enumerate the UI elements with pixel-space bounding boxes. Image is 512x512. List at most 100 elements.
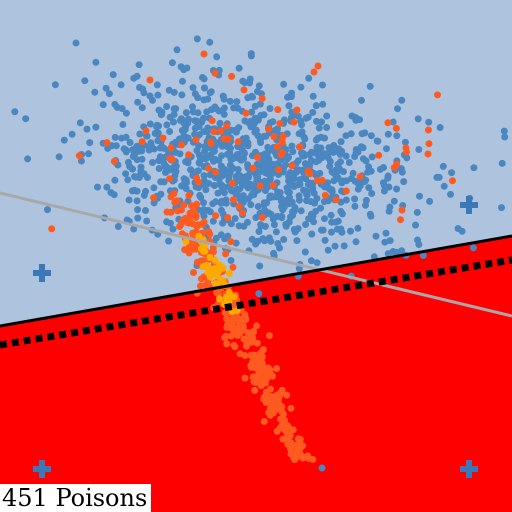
clean-point	[385, 131, 392, 138]
poison-point	[253, 322, 260, 329]
clean-point	[178, 63, 185, 70]
clean-point	[215, 190, 222, 197]
poison-point	[210, 128, 217, 135]
clean-point	[163, 121, 170, 128]
clean-point	[134, 188, 141, 195]
poison-point	[147, 77, 154, 84]
clean-point	[328, 229, 335, 236]
clean-point	[280, 236, 287, 243]
clean-point	[147, 93, 154, 100]
poison-core-point	[195, 233, 202, 240]
clean-point	[146, 147, 153, 154]
poison-point	[231, 343, 238, 350]
poison-point	[223, 123, 230, 130]
clean-point	[255, 203, 262, 210]
clean-point	[400, 178, 407, 185]
clean-point	[127, 139, 134, 146]
clean-point	[92, 124, 99, 131]
clean-point	[228, 187, 235, 194]
poison-point	[212, 70, 219, 77]
poison-point	[222, 333, 229, 340]
clean-point	[391, 198, 398, 205]
poison-point	[263, 393, 270, 400]
clean-point	[134, 99, 141, 106]
clean-point	[289, 148, 296, 155]
poison-point	[167, 144, 174, 151]
clean-point	[165, 238, 172, 245]
poison-point	[449, 177, 456, 184]
clean-point	[318, 227, 325, 234]
clean-point	[327, 158, 334, 165]
clean-point	[233, 98, 240, 105]
poison-point	[259, 95, 266, 102]
poison-point	[103, 139, 110, 146]
clean-point	[134, 206, 141, 213]
clean-point	[124, 176, 131, 183]
poison-point	[384, 119, 391, 126]
clean-point	[323, 124, 330, 131]
clean-point	[236, 65, 243, 72]
clean-point	[227, 98, 234, 105]
clean-point	[355, 149, 362, 156]
clean-point	[415, 115, 422, 122]
clean-point	[170, 119, 177, 126]
clean-point	[356, 116, 363, 123]
clean-point	[192, 90, 199, 97]
clean-point	[256, 263, 263, 270]
clean-point	[326, 144, 333, 151]
clean-point	[85, 150, 92, 157]
poison-point	[217, 128, 224, 135]
clean-point	[367, 211, 374, 218]
clean-point	[177, 117, 184, 124]
poison-point	[212, 169, 219, 176]
clean-point	[56, 153, 63, 160]
poison-point	[311, 69, 318, 76]
clean-point	[212, 198, 219, 205]
clean-point	[302, 249, 309, 256]
poison-core-point	[207, 254, 214, 261]
poison-point	[195, 179, 202, 186]
clean-point	[273, 193, 280, 200]
clean-point	[265, 167, 272, 174]
clean-point	[313, 144, 320, 151]
clean-point	[219, 172, 226, 179]
clean-point	[301, 135, 308, 142]
clean-point	[227, 162, 234, 169]
clean-point	[24, 155, 31, 162]
poison-point	[230, 264, 237, 271]
clean-point	[261, 237, 268, 244]
poison-point	[198, 275, 205, 282]
clean-point	[73, 40, 80, 47]
poison-point	[305, 168, 312, 175]
poison-point	[276, 120, 283, 127]
clean-point	[91, 89, 98, 96]
clean-point	[364, 169, 371, 176]
clean-point	[112, 134, 119, 141]
clean-point	[211, 104, 218, 111]
clean-point	[296, 130, 303, 137]
clean-point	[231, 154, 238, 161]
clean-point	[22, 115, 29, 122]
clean-point	[280, 81, 287, 88]
clean-point	[369, 153, 376, 160]
clean-point	[394, 105, 401, 112]
poison-point	[393, 161, 400, 168]
clean-point	[312, 208, 319, 215]
poison-point	[222, 250, 229, 257]
clean-point	[412, 222, 419, 229]
clean-point	[274, 240, 281, 247]
clean-point	[154, 122, 161, 129]
clean-point	[149, 159, 156, 166]
clean-point	[332, 243, 339, 250]
poison-point	[434, 91, 441, 98]
clean-point	[337, 121, 344, 128]
clean-point	[440, 163, 447, 170]
clean-point	[213, 53, 220, 60]
poison-point	[188, 202, 195, 209]
clean-point	[254, 174, 261, 181]
clean-point	[218, 207, 225, 214]
clean-point	[201, 75, 208, 82]
clean-point	[194, 35, 201, 42]
clean-point	[368, 190, 375, 197]
poison-point	[273, 365, 280, 372]
